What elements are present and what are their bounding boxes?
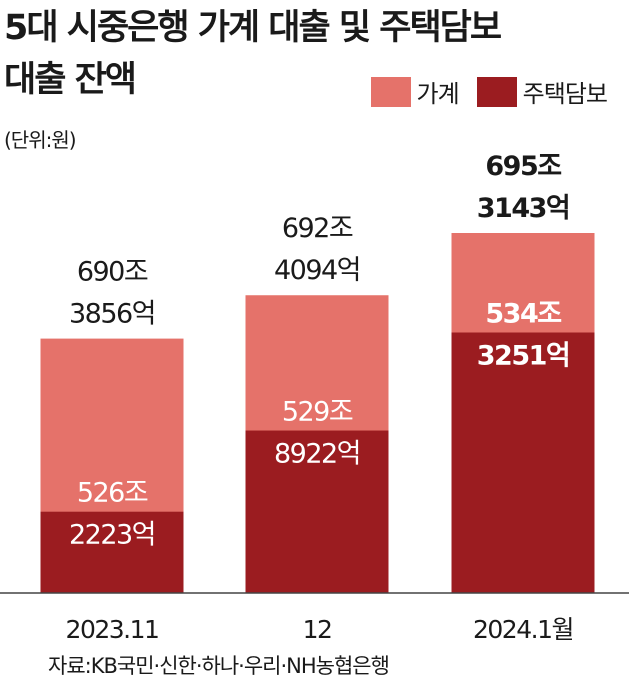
- x-tick-3: 2024.1월: [473, 615, 573, 644]
- label-mortgage-2-line-1: 529조: [282, 397, 353, 428]
- label-mortgage-3-line-1: 534조: [485, 299, 561, 330]
- x-tick-1: 2023.11: [66, 615, 159, 644]
- label-mortgage-2-line-2: 8922억: [274, 439, 360, 470]
- chart-title: 5대 시중은행 가계 대출 및 주택담보 대출 잔액: [4, 8, 502, 100]
- label-household-3-line-2: 3143억: [477, 193, 570, 224]
- legend-label-household: 가계: [416, 80, 460, 108]
- legend: 가계 주택담보: [370, 74, 620, 109]
- x-tick-2: 12: [303, 615, 332, 644]
- label-household-3-line-1: 695조: [485, 151, 561, 182]
- bar-mortgage-1: [40, 511, 184, 593]
- label-household-1-line-2: 3856억: [69, 299, 155, 330]
- label-mortgage-3-line-2: 3251억: [477, 341, 570, 372]
- label-household-1-line-1: 690조: [77, 257, 148, 288]
- label-household-2-line-2: 4094억: [274, 255, 360, 286]
- source-note: 자료:KB국민·신한·하나·우리·NH농협은행: [48, 654, 390, 678]
- legend-swatch-mortgage: [476, 76, 517, 107]
- bar-mortgage-2: [245, 430, 389, 593]
- legend-swatch-household: [370, 76, 411, 107]
- label-mortgage-1-line-1: 526조: [77, 478, 148, 509]
- legend-label-mortgage: 주택담보: [522, 80, 608, 108]
- bar-mortgage-3: [451, 332, 595, 593]
- label-mortgage-1-line-2: 2223억: [69, 520, 155, 551]
- unit-label: (단위:원): [4, 128, 77, 152]
- label-household-2-line-1: 692조: [282, 213, 353, 244]
